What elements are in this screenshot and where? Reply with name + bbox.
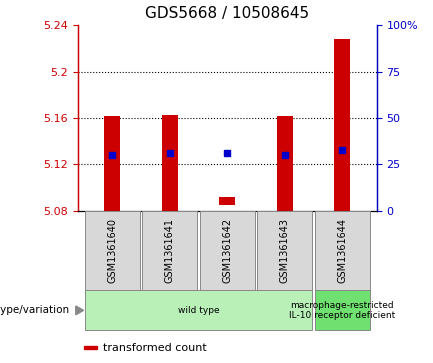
- Text: GSM1361641: GSM1361641: [165, 218, 175, 283]
- Bar: [334, 39, 350, 211]
- Text: macrophage-restricted
IL-10 receptor deficient: macrophage-restricted IL-10 receptor def…: [289, 301, 395, 320]
- Text: transformed count: transformed count: [103, 343, 207, 352]
- FancyBboxPatch shape: [200, 211, 255, 290]
- FancyBboxPatch shape: [315, 290, 370, 330]
- Text: genotype/variation: genotype/variation: [0, 305, 69, 315]
- Bar: [104, 116, 120, 211]
- Title: GDS5668 / 10508645: GDS5668 / 10508645: [145, 7, 310, 21]
- Text: GSM1361644: GSM1361644: [337, 218, 347, 283]
- Text: wild type: wild type: [178, 306, 220, 315]
- Bar: [162, 114, 178, 211]
- Text: GSM1361643: GSM1361643: [280, 218, 290, 283]
- Text: GSM1361640: GSM1361640: [107, 218, 117, 283]
- FancyBboxPatch shape: [85, 290, 312, 330]
- Bar: [84, 346, 97, 349]
- FancyBboxPatch shape: [315, 211, 370, 290]
- FancyBboxPatch shape: [85, 211, 140, 290]
- FancyBboxPatch shape: [257, 211, 312, 290]
- FancyBboxPatch shape: [142, 211, 197, 290]
- Bar: [277, 116, 293, 211]
- Text: GSM1361642: GSM1361642: [222, 218, 233, 283]
- Bar: [219, 197, 236, 205]
